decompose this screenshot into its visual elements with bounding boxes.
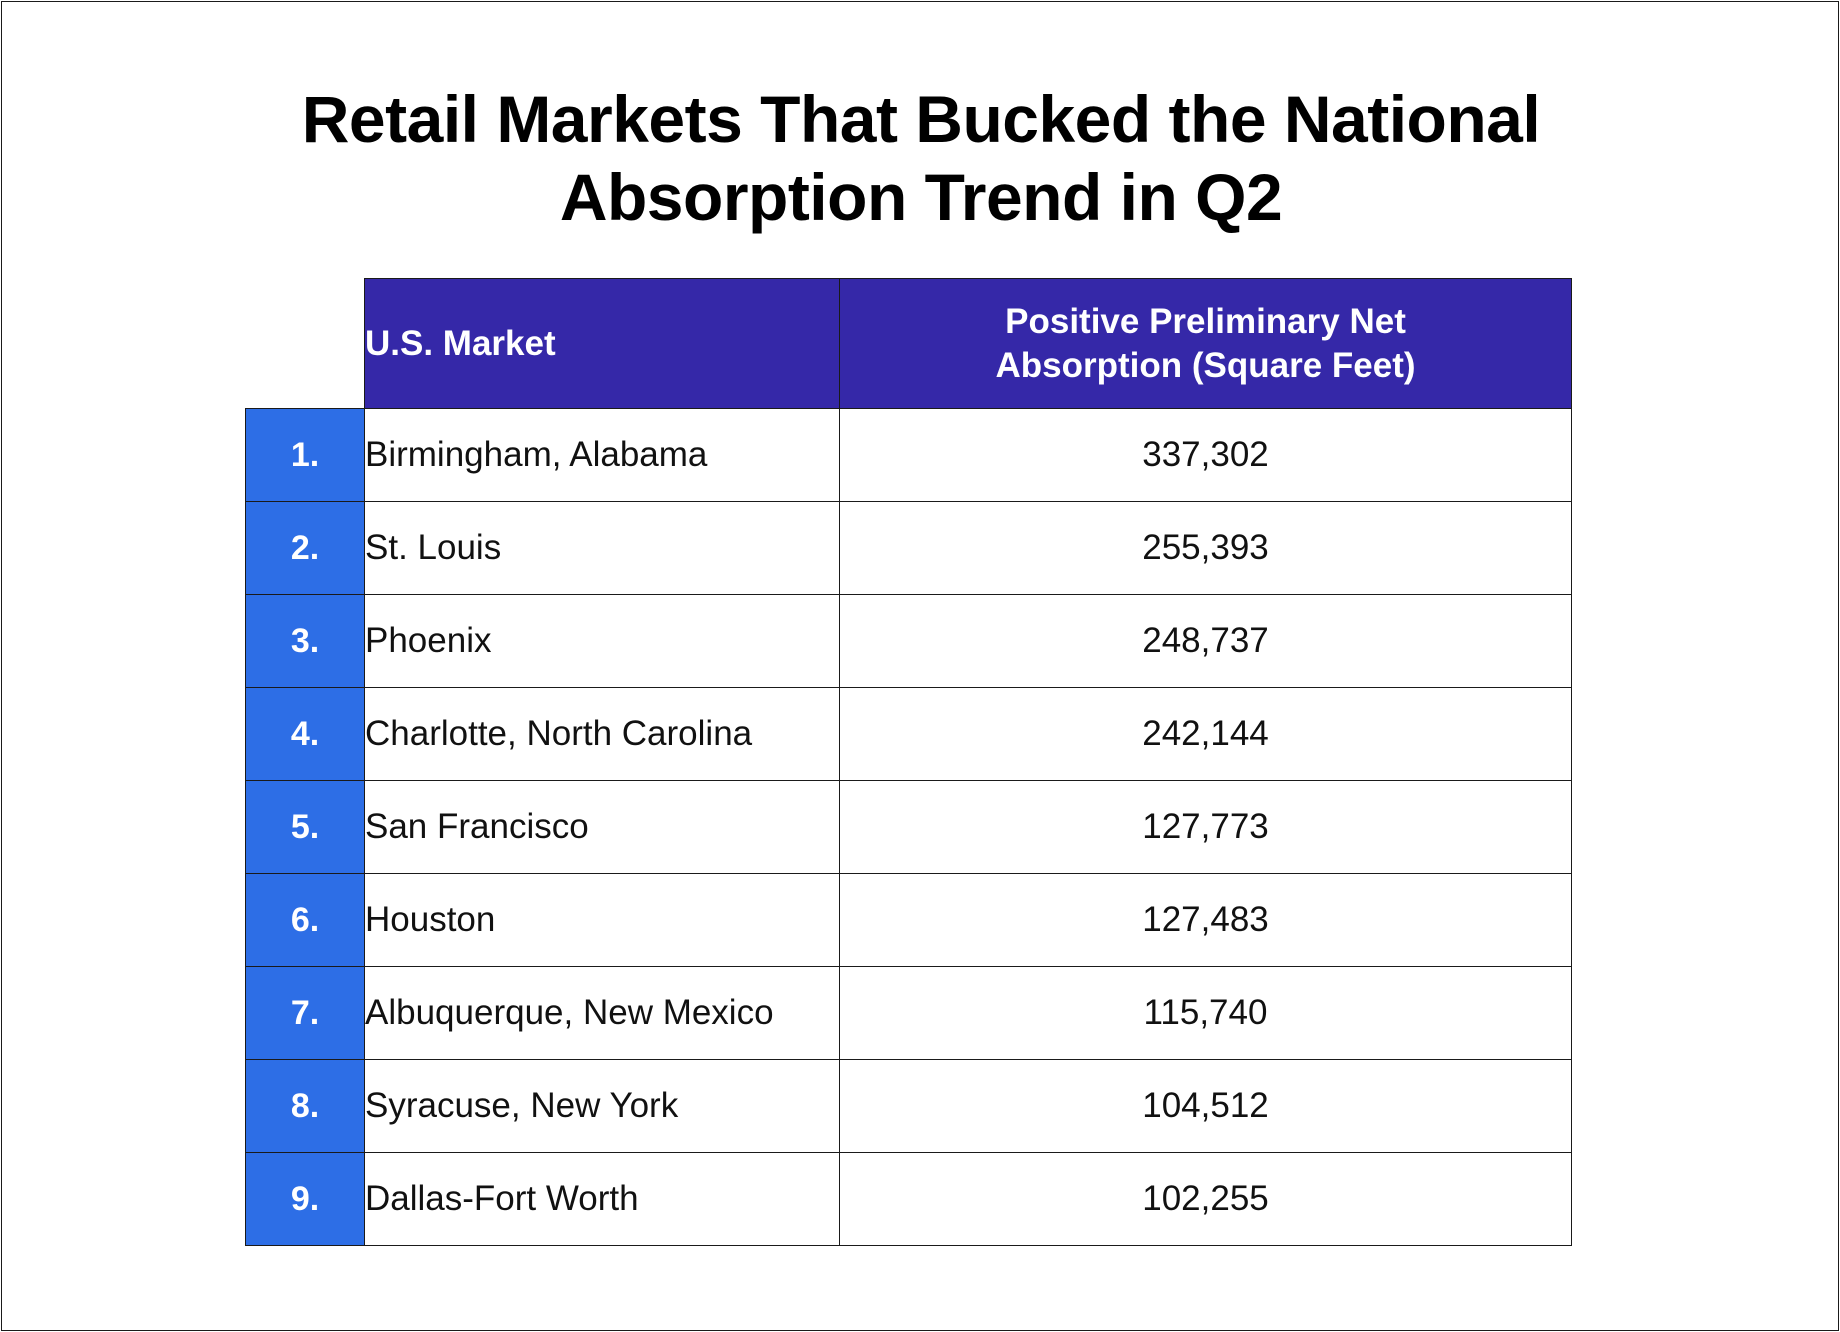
rank-cell: 1. xyxy=(245,408,365,502)
absorption-value-cell: 127,483 xyxy=(839,873,1572,967)
market-cell: Syracuse, New York xyxy=(364,1059,840,1153)
market-cell: Houston xyxy=(364,873,840,967)
market-cell: Dallas-Fort Worth xyxy=(364,1152,840,1246)
absorption-table: U.S. Market Positive Preliminary Net Abs… xyxy=(245,278,1572,1246)
absorption-value-cell: 115,740 xyxy=(839,966,1572,1060)
rank-cell: 6. xyxy=(245,873,365,967)
table-row: 7. Albuquerque, New Mexico 115,740 xyxy=(245,966,1572,1060)
market-cell: San Francisco xyxy=(364,780,840,874)
rank-cell: 3. xyxy=(245,594,365,688)
rank-cell: 2. xyxy=(245,501,365,595)
table-row: 8. Syracuse, New York 104,512 xyxy=(245,1059,1572,1153)
market-cell: St. Louis xyxy=(364,501,840,595)
rank-cell: 9. xyxy=(245,1152,365,1246)
header-absorption: Positive Preliminary Net Absorption (Squ… xyxy=(839,278,1572,409)
market-cell: Albuquerque, New Mexico xyxy=(364,966,840,1060)
table-row: 3. Phoenix 248,737 xyxy=(245,594,1572,688)
header-market: U.S. Market xyxy=(364,278,840,409)
absorption-value-cell: 242,144 xyxy=(839,687,1572,781)
rank-cell: 5. xyxy=(245,780,365,874)
table-row: 6. Houston 127,483 xyxy=(245,873,1572,967)
rank-cell: 8. xyxy=(245,1059,365,1153)
table-row: 2. St. Louis 255,393 xyxy=(245,501,1572,595)
header-corner xyxy=(245,278,365,409)
absorption-value-cell: 127,773 xyxy=(839,780,1572,874)
table-row: 9. Dallas-Fort Worth 102,255 xyxy=(245,1152,1572,1246)
table-row: 1. Birmingham, Alabama 337,302 xyxy=(245,408,1572,502)
market-cell: Charlotte, North Carolina xyxy=(364,687,840,781)
chart-title: Retail Markets That Bucked the National … xyxy=(301,82,1541,234)
table-body: 1. Birmingham, Alabama 337,302 2. St. Louis 2… xyxy=(245,408,1572,1246)
absorption-value-cell: 255,393 xyxy=(839,501,1572,595)
absorption-value-cell: 248,737 xyxy=(839,594,1572,688)
market-cell: Phoenix xyxy=(364,594,840,688)
table-row: 5. San Francisco 127,773 xyxy=(245,780,1572,874)
absorption-value-cell: 104,512 xyxy=(839,1059,1572,1153)
header-row: U.S. Market Positive Preliminary Net Abs… xyxy=(245,278,1572,409)
absorption-value-cell: 337,302 xyxy=(839,408,1572,502)
absorption-value-cell: 102,255 xyxy=(839,1152,1572,1246)
table-row: 4. Charlotte, North Carolina 242,144 xyxy=(245,687,1572,781)
rank-cell: 7. xyxy=(245,966,365,1060)
market-cell: Birmingham, Alabama xyxy=(364,408,840,502)
rank-cell: 4. xyxy=(245,687,365,781)
